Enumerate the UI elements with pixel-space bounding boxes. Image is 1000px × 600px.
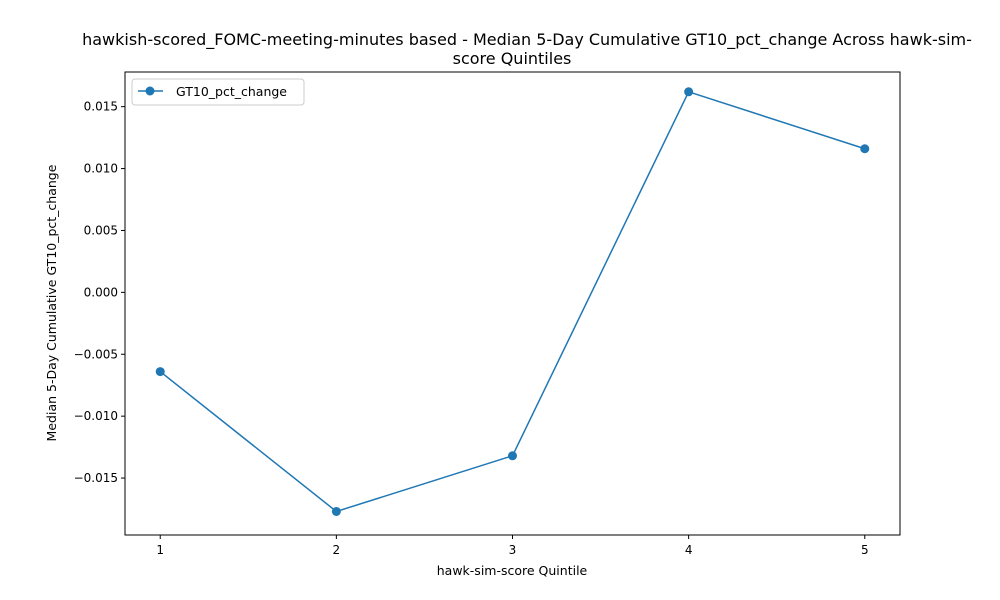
series-layer — [155, 87, 870, 516]
y-axis-label: Median 5-Day Cumulative GT10_pct_change — [44, 164, 59, 441]
y-tick-label: 0.015 — [84, 100, 118, 114]
y-tick-label: −0.005 — [74, 347, 118, 361]
data-point — [508, 451, 517, 461]
x-tick-label: 5 — [861, 543, 869, 557]
legend-entry-label: GT10_pct_change — [176, 84, 287, 99]
x-tick-label: 2 — [333, 543, 341, 557]
y-tick-label: 0.000 — [84, 285, 118, 299]
data-point — [331, 506, 341, 516]
x-tick-label: 3 — [509, 543, 517, 557]
x-axis: 1 2 3 4 5 — [156, 535, 869, 557]
plot-area-frame — [124, 71, 901, 536]
series-line — [159, 91, 866, 513]
data-point — [860, 144, 870, 154]
x-tick-label: 4 — [685, 543, 693, 557]
data-point — [155, 367, 165, 377]
y-axis: −0.015 −0.010 −0.005 0.000 0.005 0.010 0.015 — [74, 100, 125, 485]
chart-title-line-1: hawkish-scored_FOMC-meeting-minutes base… — [82, 30, 972, 50]
legend-marker-swatch — [145, 86, 155, 96]
y-tick-label: −0.010 — [74, 409, 118, 423]
data-point — [684, 87, 694, 97]
y-tick-label: 0.010 — [84, 162, 118, 176]
x-tick-label: 1 — [156, 543, 164, 557]
y-tick-label: −0.015 — [74, 471, 118, 485]
chart-title-line-2: score Quintiles — [453, 49, 572, 68]
x-axis-label: hawk-sim-score Quintile — [437, 563, 588, 578]
legend: GT10_pct_change — [131, 78, 305, 106]
y-tick-label: 0.005 — [84, 223, 118, 237]
legend-box — [131, 78, 305, 106]
